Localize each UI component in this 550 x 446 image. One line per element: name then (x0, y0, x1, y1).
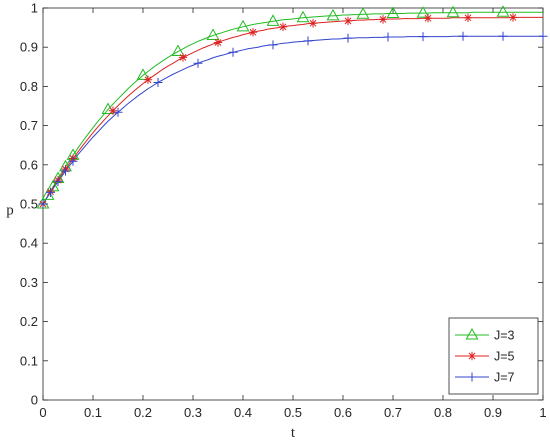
legend-marker (467, 351, 477, 361)
series-1-marker (356, 7, 370, 19)
series-1-marker (46, 179, 60, 192)
series-1-marker (446, 5, 460, 18)
series-2-marker (463, 13, 473, 22)
series-1-marker (171, 44, 185, 57)
series-2-marker (143, 75, 153, 84)
axis-ticks: 0 0.1 0.2 0.3 0.4 0.5 0.6 0.7 0.8 0.9 1 0 0.1 0.2 0.3 0… (20, 1, 547, 421)
series-3-marker (228, 47, 238, 57)
series-2-marker (278, 22, 288, 32)
series-1-marker (266, 14, 280, 26)
series-3-marker (61, 166, 70, 176)
x-tick-label: 0.5 (284, 405, 302, 420)
y-tick-label: 1 (31, 1, 38, 16)
x-axis-label: t (291, 425, 296, 441)
series-2-marker (343, 16, 353, 26)
series-1-marker (236, 19, 250, 32)
series-line-2 (42, 16, 543, 205)
series-2-marker (423, 13, 433, 23)
x-tick-label: 0.8 (434, 405, 452, 420)
legend-marker (467, 372, 477, 382)
series-3-marker (418, 32, 428, 42)
series-markers (36, 5, 548, 209)
y-tick-label: 0.9 (20, 40, 38, 55)
legend-marker (465, 327, 479, 340)
x-tick-label: 0.6 (334, 405, 352, 420)
series-line-1 (42, 11, 543, 205)
legend-label: J=7 (494, 371, 515, 385)
series-3-marker (38, 199, 48, 209)
x-tick-label: 0.2 (134, 405, 152, 420)
series-3-marker (303, 36, 313, 46)
legend-label: J=3 (494, 329, 515, 343)
series-3-marker (113, 107, 123, 117)
series-3-marker (68, 156, 78, 166)
y-tick-label: 0.7 (20, 118, 38, 133)
y-tick-label: 0.3 (20, 275, 38, 290)
x-tick-label: 0.7 (384, 405, 402, 420)
series-3-marker (458, 31, 468, 41)
series-3-marker (153, 77, 163, 87)
series-3-marker (343, 33, 353, 43)
series-2-marker (378, 15, 388, 24)
x-tick-label: 0.3 (184, 405, 202, 420)
y-tick-label: 0.4 (20, 236, 38, 251)
x-tick-label: 1 (539, 405, 546, 420)
series-1-marker (496, 5, 510, 17)
series-3-marker (193, 58, 203, 68)
series-1-marker (326, 8, 340, 21)
series-2-marker (248, 28, 258, 37)
series-3-marker (53, 177, 63, 187)
series-3-marker (383, 32, 393, 42)
series-2-marker (108, 106, 118, 115)
y-tick-label: 0.5 (20, 197, 38, 212)
y-tick-label: 0.1 (20, 353, 38, 368)
y-tick-label: 0.6 (20, 157, 38, 172)
series-2-marker (178, 53, 188, 62)
y-axis-label: p (6, 202, 14, 218)
legend-label: J=5 (494, 350, 515, 364)
y-tick-label: 0 (31, 393, 38, 408)
series-1-marker (206, 28, 220, 40)
series-2-marker (508, 13, 518, 22)
series-2-marker (308, 19, 318, 28)
series-2-marker (213, 38, 223, 47)
x-tick-label: 0.4 (234, 405, 252, 420)
series-1-marker (296, 10, 310, 23)
legend: J=3 J=5 J=7 (448, 317, 539, 395)
series-1-marker (136, 68, 150, 80)
series-3-marker (538, 31, 548, 41)
x-tick-label: 0.9 (484, 405, 502, 420)
series-3-marker (268, 40, 278, 50)
x-tick-label: 0.1 (84, 405, 102, 420)
series-3-marker (46, 187, 55, 197)
y-tick-label: 0.8 (20, 79, 38, 94)
series-3-marker (498, 31, 508, 41)
series-1-marker (386, 6, 400, 18)
x-tick-label: 0 (39, 405, 46, 420)
y-tick-label: 0.2 (20, 314, 38, 329)
series-1-marker (416, 6, 430, 18)
